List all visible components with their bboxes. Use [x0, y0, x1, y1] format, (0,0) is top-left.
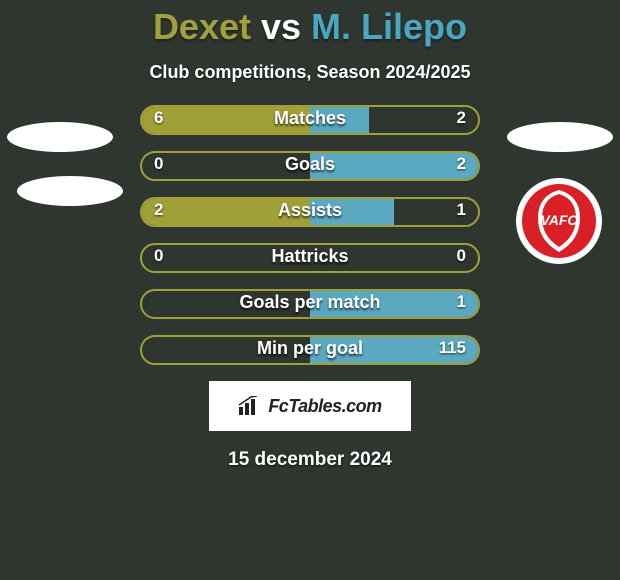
vs-text: vs — [251, 6, 311, 47]
value-b: 2 — [443, 151, 480, 181]
stat-row: 62Matches — [0, 105, 620, 135]
subtitle: Club competitions, Season 2024/2025 — [0, 62, 620, 83]
infographic: Dexet vs M. Lilepo Club competitions, Se… — [0, 0, 620, 580]
value-a: 0 — [140, 151, 177, 181]
player-a-name: Dexet — [153, 6, 251, 47]
stat-row: 02Goals — [0, 151, 620, 181]
fill-b — [310, 199, 394, 225]
stat-track — [140, 197, 480, 227]
stat-row: 21Assists — [0, 197, 620, 227]
value-b: 0 — [443, 243, 480, 273]
value-a: 6 — [140, 105, 177, 135]
stat-track — [140, 105, 480, 135]
stat-row: 00Hattricks — [0, 243, 620, 273]
value-b: 1 — [443, 289, 480, 319]
stat-track — [140, 289, 480, 319]
value-b: 2 — [443, 105, 480, 135]
page-title: Dexet vs M. Lilepo — [0, 0, 620, 48]
stat-track — [140, 151, 480, 181]
fctables-watermark: FcTables.com — [209, 381, 411, 431]
date-text: 15 december 2024 — [0, 449, 620, 471]
stat-track — [140, 243, 480, 273]
player-b-name: M. Lilepo — [311, 6, 467, 47]
stat-row: 1Goals per match — [0, 289, 620, 319]
value-a: 2 — [140, 197, 177, 227]
value-a — [140, 289, 168, 319]
value-a — [140, 335, 168, 365]
fctables-text: FcTables.com — [268, 396, 381, 417]
stat-row: 115Min per goal — [0, 335, 620, 365]
fctables-icon — [238, 396, 262, 416]
value-b: 1 — [443, 197, 480, 227]
fill-b — [310, 107, 369, 133]
value-a: 0 — [140, 243, 177, 273]
value-b: 115 — [425, 335, 480, 365]
